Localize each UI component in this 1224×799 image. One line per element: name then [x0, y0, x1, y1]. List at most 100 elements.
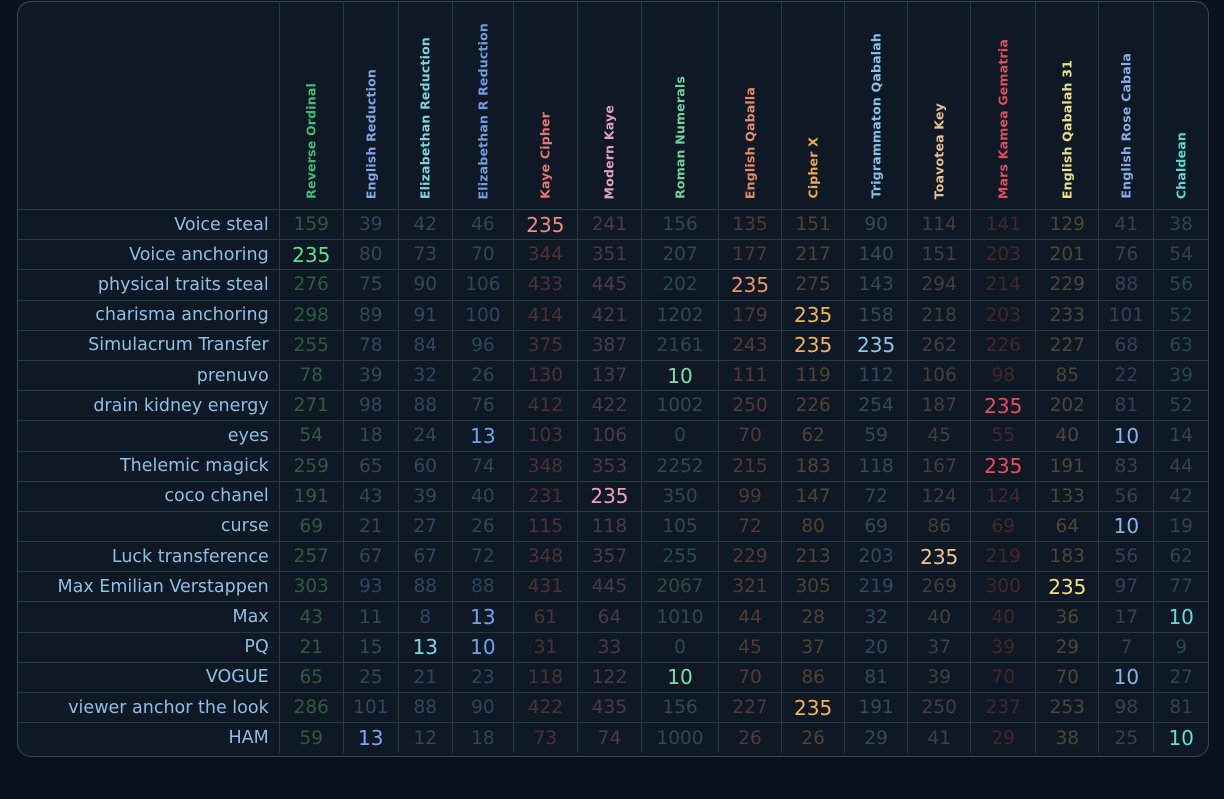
- value-cell[interactable]: 433: [512, 269, 578, 301]
- value-cell[interactable]: 233: [1035, 299, 1100, 331]
- value-cell[interactable]: 84: [397, 329, 453, 361]
- value-cell[interactable]: 255: [278, 329, 344, 361]
- value-cell[interactable]: 14: [1153, 420, 1208, 452]
- row-phrase[interactable]: Max: [18, 601, 280, 633]
- value-cell[interactable]: 213: [781, 541, 846, 573]
- value-cell[interactable]: 24: [397, 420, 453, 452]
- value-cell[interactable]: 10: [1098, 661, 1155, 694]
- row-phrase[interactable]: Simulacrum Transfer: [18, 329, 280, 361]
- value-cell[interactable]: 93: [342, 571, 399, 603]
- value-cell[interactable]: 75: [342, 269, 399, 301]
- row-phrase[interactable]: charisma anchoring: [18, 299, 280, 331]
- value-cell[interactable]: 321: [718, 571, 783, 603]
- value-cell[interactable]: 276: [278, 269, 344, 301]
- value-cell[interactable]: 21: [278, 631, 344, 663]
- column-header[interactable]: Cipher X: [781, 2, 846, 210]
- value-cell[interactable]: 88: [397, 571, 453, 603]
- value-cell[interactable]: 63: [1153, 329, 1208, 361]
- value-cell[interactable]: 133: [1035, 480, 1100, 512]
- value-cell[interactable]: 72: [844, 480, 909, 512]
- value-cell[interactable]: 69: [844, 510, 909, 543]
- column-header[interactable]: Elizabethan R Reduction: [451, 2, 514, 210]
- value-cell[interactable]: 8: [397, 601, 453, 633]
- value-cell[interactable]: 89: [342, 299, 399, 331]
- value-cell[interactable]: 348: [512, 541, 578, 573]
- row-phrase[interactable]: drain kidney energy: [18, 390, 280, 422]
- value-cell[interactable]: 67: [397, 541, 453, 573]
- value-cell[interactable]: 105: [640, 510, 720, 543]
- value-cell[interactable]: 262: [907, 329, 972, 361]
- value-cell[interactable]: 214: [970, 269, 1037, 301]
- value-cell[interactable]: 217: [781, 239, 846, 271]
- value-cell[interactable]: 23: [451, 661, 514, 694]
- value-cell[interactable]: 76: [451, 390, 514, 422]
- value-cell[interactable]: 59: [844, 420, 909, 452]
- value-cell[interactable]: 39: [342, 359, 399, 392]
- value-cell[interactable]: 227: [1035, 329, 1100, 361]
- value-cell[interactable]: 26: [451, 510, 514, 543]
- value-cell[interactable]: 97: [1098, 571, 1155, 603]
- value-cell[interactable]: 38: [1153, 208, 1208, 241]
- column-header[interactable]: Trigrammaton Qabalah: [844, 2, 909, 210]
- value-cell[interactable]: 29: [970, 722, 1037, 753]
- value-cell[interactable]: 218: [907, 299, 972, 331]
- value-cell[interactable]: 65: [278, 661, 344, 694]
- value-cell[interactable]: 39: [397, 480, 453, 512]
- value-cell[interactable]: 412: [512, 390, 578, 422]
- value-cell[interactable]: 100: [451, 299, 514, 331]
- row-phrase[interactable]: VOGUE: [18, 661, 280, 694]
- value-cell[interactable]: 72: [451, 541, 514, 573]
- value-cell[interactable]: 60: [397, 450, 453, 482]
- value-cell[interactable]: 101: [1098, 299, 1155, 331]
- value-cell[interactable]: 42: [1153, 480, 1208, 512]
- value-cell[interactable]: 118: [844, 450, 909, 482]
- row-phrase[interactable]: Voice anchoring: [18, 239, 280, 271]
- value-cell[interactable]: 143: [844, 269, 909, 301]
- value-cell[interactable]: 62: [1153, 541, 1208, 573]
- value-cell[interactable]: 83: [1098, 450, 1155, 482]
- value-cell[interactable]: 300: [970, 571, 1037, 603]
- value-cell[interactable]: 21: [342, 510, 399, 543]
- value-cell[interactable]: 351: [576, 239, 642, 271]
- column-header[interactable]: Toavotea Key: [907, 2, 972, 210]
- value-cell[interactable]: 445: [576, 269, 642, 301]
- value-cell[interactable]: 259: [278, 450, 344, 482]
- value-cell[interactable]: 103: [512, 420, 578, 452]
- value-cell[interactable]: 141: [970, 208, 1037, 241]
- column-header[interactable]: English Qabalah 31: [1035, 2, 1100, 210]
- value-cell[interactable]: 387: [576, 329, 642, 361]
- value-cell[interactable]: 115: [512, 510, 578, 543]
- column-header[interactable]: English Reduction: [342, 2, 399, 210]
- value-cell[interactable]: 191: [844, 691, 909, 724]
- value-cell[interactable]: 135: [718, 208, 783, 241]
- column-header[interactable]: English Qaballa: [718, 2, 783, 210]
- value-cell[interactable]: 70: [451, 239, 514, 271]
- value-cell[interactable]: 156: [640, 208, 720, 241]
- value-cell[interactable]: 65: [342, 450, 399, 482]
- value-cell[interactable]: 2067: [640, 571, 720, 603]
- value-cell[interactable]: 111: [718, 359, 783, 392]
- column-header[interactable]: Kaye Cipher: [512, 2, 578, 210]
- value-cell[interactable]: 106: [451, 269, 514, 301]
- row-phrase[interactable]: Thelemic magick: [18, 450, 280, 482]
- value-cell[interactable]: 68: [1098, 329, 1155, 361]
- value-cell[interactable]: 64: [1035, 510, 1100, 543]
- value-cell[interactable]: 235: [512, 208, 578, 241]
- value-cell[interactable]: 106: [576, 420, 642, 452]
- value-cell[interactable]: 344: [512, 239, 578, 271]
- value-cell[interactable]: 55: [970, 420, 1037, 452]
- value-cell[interactable]: 54: [1153, 239, 1208, 271]
- value-cell[interactable]: 29: [844, 722, 909, 753]
- value-cell[interactable]: 203: [970, 239, 1037, 271]
- value-cell[interactable]: 73: [397, 239, 453, 271]
- value-cell[interactable]: 86: [781, 661, 846, 694]
- value-cell[interactable]: 41: [907, 722, 972, 753]
- value-cell[interactable]: 0: [640, 420, 720, 452]
- row-phrase[interactable]: physical traits steal: [18, 269, 280, 301]
- value-cell[interactable]: 13: [342, 722, 399, 753]
- value-cell[interactable]: 36: [1035, 601, 1100, 633]
- value-cell[interactable]: 112: [844, 359, 909, 392]
- value-cell[interactable]: 88: [397, 691, 453, 724]
- value-cell[interactable]: 99: [718, 480, 783, 512]
- value-cell[interactable]: 183: [781, 450, 846, 482]
